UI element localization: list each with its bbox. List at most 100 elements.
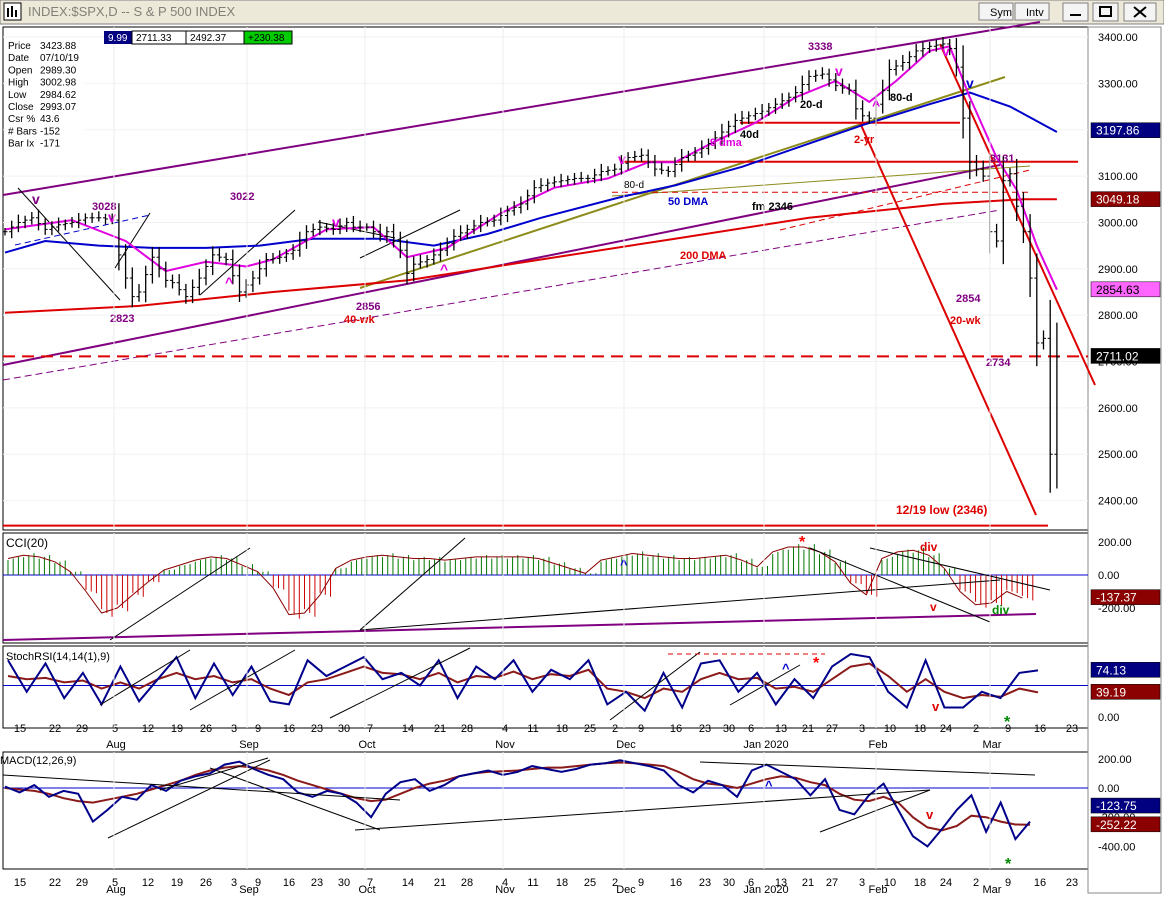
badge-macd-bg [1090, 797, 1161, 814]
cci-trendline [359, 579, 1001, 631]
black-trendline [359, 209, 461, 259]
stoch-trendline [189, 649, 296, 711]
up-marker: ^ [440, 261, 448, 277]
price-annotation: 2-yr [854, 134, 875, 146]
header-value-strip: 9.99 2711.33 2492.37 +230.38 [104, 30, 293, 45]
price-annotation: 200 DMA [680, 250, 727, 262]
x-tick-label: 21 [434, 723, 446, 735]
stoch-trendline [99, 649, 191, 706]
x-month-label: Mar [983, 739, 1002, 751]
cci-annotation: div [992, 603, 1010, 617]
x-tick-label: 7 [367, 877, 373, 889]
badge-dma200-bg [1090, 191, 1161, 207]
sym-button[interactable]: Sym [978, 2, 1014, 21]
down-marker: v [942, 43, 950, 59]
x-tick-label: 2 [973, 877, 979, 889]
down-marker: v [332, 214, 340, 230]
x-tick-label: 13 [775, 877, 787, 889]
price-annotation: 50 DMA [668, 196, 708, 208]
down-marker: v [32, 191, 40, 207]
x-tick-label: 9 [638, 877, 644, 889]
price-annotation: 3028 [92, 201, 116, 213]
minimize-icon[interactable] [1062, 2, 1089, 22]
macd-annotation: * [1005, 856, 1012, 873]
restore-icon[interactable] [1092, 2, 1119, 22]
cci-line [7, 546, 1023, 616]
x-tick-label: 14 [402, 877, 414, 889]
price-annotation: 40d [740, 129, 759, 141]
price-annotation: fm 2346 [752, 201, 793, 213]
macd-y-tick: 200.00 [1098, 754, 1132, 766]
dashed-channel-line [2, 209, 1001, 381]
x-tick-label: 6 [748, 877, 754, 889]
macd-annotation: ^ [765, 778, 773, 793]
badge-close-bg [1090, 348, 1161, 364]
x-month-label: Oct [358, 739, 375, 751]
price-y-tick: 3000.00 [1098, 217, 1138, 229]
price-y-tick: 2400.00 [1098, 496, 1138, 508]
black-trendline [114, 212, 151, 269]
x-tick-label: 16 [670, 723, 682, 735]
x-tick-label: 6 [748, 723, 754, 735]
stoch-y-tick: 0.00 [1098, 712, 1119, 724]
badge-dma9-bg [1090, 281, 1161, 298]
stoch-line [7, 652, 1039, 713]
cci-y-tick: 0.00 [1098, 570, 1119, 582]
x-tick-label: 2 [612, 723, 618, 735]
info-label-close: Close [8, 102, 34, 113]
price-annotation: 20-d [800, 99, 823, 111]
badge-stoch-signal-bg [1090, 684, 1161, 700]
x-tick-label: 2 [973, 723, 979, 735]
macd-line [4, 759, 1031, 848]
x-tick-label: 11 [527, 723, 538, 735]
up-marker: ^ [225, 274, 233, 290]
x-tick-label: 25 [584, 877, 596, 889]
price-y-tick: 3300.00 [1098, 78, 1138, 90]
x-tick-label: 10 [884, 877, 896, 889]
x-tick-label: 12 [142, 723, 154, 735]
x-month-label: Nov [495, 884, 515, 896]
x-tick-label: 21 [434, 877, 446, 889]
info-value-open: 2989.30 [40, 65, 77, 76]
panel-frames [2, 26, 1162, 894]
x-month-label: Dec [616, 884, 636, 896]
x-tick-label: 27 [826, 723, 838, 735]
cci-y-tick: -200.00 [1098, 603, 1135, 615]
x-tick-label: 3 [859, 877, 865, 889]
x-tick-label: 23 [699, 723, 711, 735]
macd-trendline [107, 759, 271, 839]
intv-button[interactable]: Intv [1014, 2, 1050, 21]
x-tick-label: 27 [826, 877, 838, 889]
price-annotation: 2823 [110, 313, 134, 325]
x-tick-label: 16 [1034, 723, 1046, 735]
header-cut-value: 9.99 [108, 33, 128, 44]
info-label-date: Date [8, 53, 30, 64]
x-tick-label: 18 [914, 877, 926, 889]
x-month-label: Oct [358, 884, 375, 896]
x-tick-label: 9 [1005, 723, 1011, 735]
x-tick-label: 24 [940, 877, 952, 889]
info-value-csr: 43.6 [40, 114, 60, 125]
badge-macd-signal: -252.22 [1096, 818, 1137, 832]
price-annotation: 40-wk [344, 314, 375, 326]
price-annotation-80d-small: 80-d [624, 180, 644, 191]
x-tick-label: 9 [255, 723, 261, 735]
badge-stoch-bg [1090, 662, 1161, 678]
x-tick-label: 30 [338, 723, 350, 735]
down-marker: v [966, 75, 974, 91]
upper-channel-line [2, 21, 1041, 196]
x-tick-label: 14 [402, 723, 414, 735]
x-tick-label: 30 [723, 877, 735, 889]
x-tick-label: 21 [802, 877, 814, 889]
badge-dma200: 3049.18 [1096, 193, 1140, 207]
x-tick-label: 18 [556, 723, 568, 735]
x-tick-label: 30 [338, 877, 350, 889]
badge-macd: -123.75 [1096, 799, 1137, 813]
badge-cci: -137.37 [1096, 591, 1137, 605]
price-annotation: 3338 [808, 41, 832, 53]
x-tick-label: 12 [142, 877, 154, 889]
stoch-annotation: * [813, 655, 820, 672]
close-icon[interactable] [1123, 2, 1157, 22]
x-tick-label: 7 [367, 723, 373, 735]
